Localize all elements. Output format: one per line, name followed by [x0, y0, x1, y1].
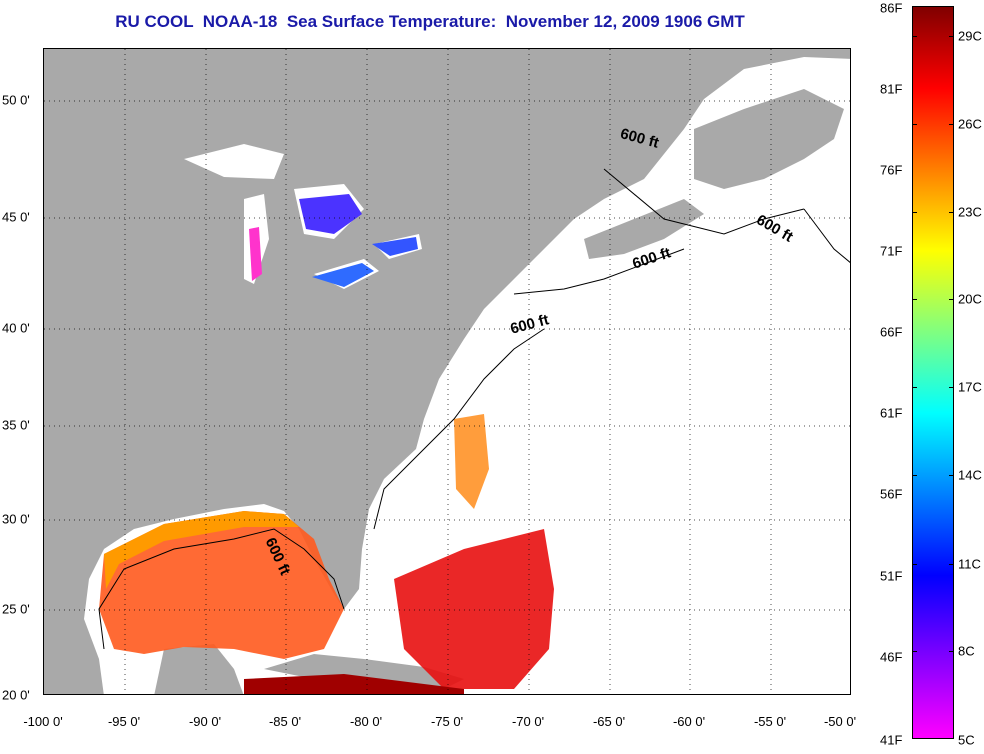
lat-label: 20 0' — [2, 687, 30, 703]
lon-label: -70 0' — [511, 714, 545, 729]
cuba-land — [264, 654, 464, 689]
colorbar-c-label: 5C — [958, 732, 975, 748]
lon-label: -85 0' — [268, 714, 302, 729]
colorbar-c-label: 29C — [958, 28, 982, 44]
gulf-stream-sst — [454, 414, 489, 509]
colorbar-f-label: 71F — [880, 243, 903, 259]
lon-label: -80 0' — [349, 714, 383, 729]
lat-label: 25 0' — [2, 601, 30, 617]
lake-huron-sst — [299, 194, 362, 234]
atlantic-canada-land — [694, 89, 844, 189]
colorbar-c-label: 23C — [958, 204, 982, 220]
colorbar-f-label: 41F — [880, 732, 903, 748]
lon-label: -50 0' — [823, 714, 857, 729]
lat-label: 30 0' — [2, 511, 30, 527]
southern-caribbean-sst — [244, 674, 464, 694]
colorbar-c-label: 17C — [958, 379, 982, 395]
lat-label: 45 0' — [2, 209, 30, 225]
lon-label: -60 0' — [672, 714, 706, 729]
lon-label: -65 0' — [592, 714, 626, 729]
colorbar-f-label: 76F — [880, 162, 903, 178]
lon-label: -90 0' — [188, 714, 222, 729]
gulf-coast-sst — [104, 511, 299, 589]
map-canvas — [44, 49, 850, 694]
colorbar-f-label: 51F — [880, 568, 903, 584]
caribbean-sst — [394, 529, 554, 689]
colorbar-f-label: 86F — [880, 0, 903, 16]
lon-label: -100 0' — [23, 714, 63, 729]
great-lakes — [184, 144, 422, 289]
colorbar-f-label: 46F — [880, 649, 903, 665]
colorbar-c-label: 11C — [958, 556, 981, 572]
lon-label: -95 0' — [107, 714, 141, 729]
map-title: RU COOL NOAA-18 Sea Surface Temperature:… — [115, 12, 745, 31]
lat-label: 50 0' — [2, 92, 30, 108]
gulf-sst — [99, 511, 344, 659]
colorbar-c-label: 20C — [958, 291, 982, 307]
contour-600ft — [98, 168, 850, 650]
colorbar-c-label: 14C — [958, 467, 982, 483]
lat-label: 40 0' — [2, 320, 30, 336]
colorbar-f-label: 61F — [880, 405, 903, 421]
lon-label: -75 0' — [430, 714, 464, 729]
colorbar-f-label: 56F — [880, 486, 903, 502]
lake-michigan-sst — [249, 227, 262, 281]
colorbar-c-label: 26C — [958, 116, 982, 132]
lake-erie-sst — [312, 263, 374, 287]
colorbar-f-label: 81F — [880, 81, 903, 97]
lake-ontario-sst — [372, 237, 418, 256]
lat-label: 35 0' — [2, 417, 30, 433]
colorbar-c-label: 8C — [958, 643, 975, 659]
colorbar — [912, 6, 954, 739]
sst-map — [43, 48, 851, 695]
colorbar-f-label: 66F — [880, 324, 903, 340]
yucatan-land — [154, 644, 244, 694]
lon-label: -55 0' — [753, 714, 787, 729]
nova-scotia-land — [584, 199, 704, 259]
